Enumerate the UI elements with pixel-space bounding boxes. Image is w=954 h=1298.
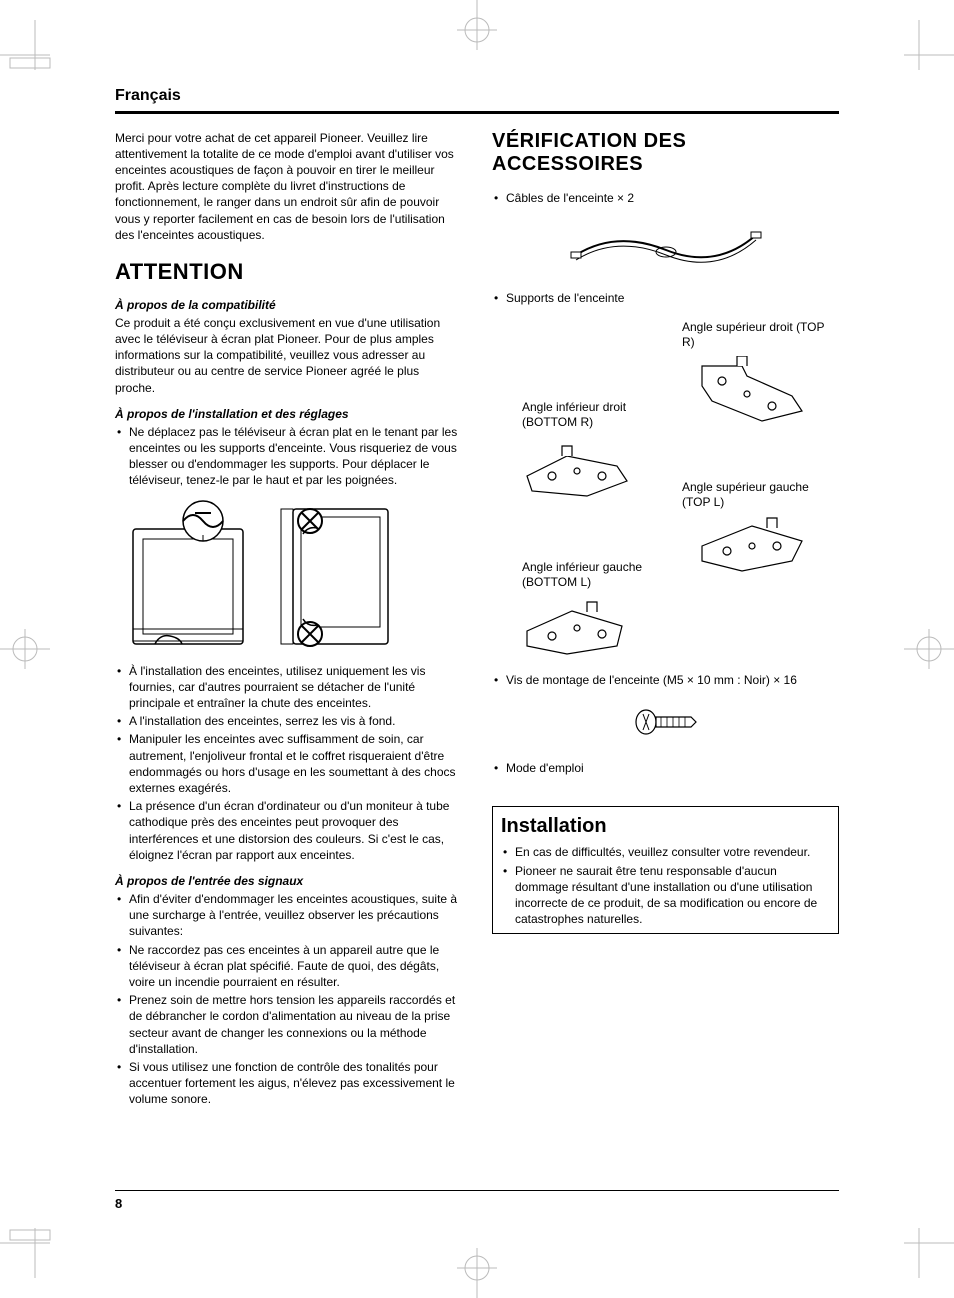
list-item: Manipuler les enceintes avec suffisammen…: [115, 731, 462, 796]
page-number: 8: [115, 1190, 839, 1213]
installation-box: Installation En cas de difficultés, veui…: [492, 806, 839, 934]
bracket-label-top-l: Angle supérieur gauche (TOP L): [682, 480, 837, 510]
compat-subheading: À propos de la compatibilité: [115, 297, 462, 313]
list-item: Si vous utilisez une fonction de contrôl…: [115, 1059, 462, 1108]
list-item: La présence d'un écran d'ordinateur ou d…: [115, 798, 462, 863]
list-item: Mode d'emploi: [492, 760, 839, 776]
list-item: Vis de montage de l'enceinte (M5 × 10 mm…: [492, 672, 839, 688]
crop-mark-tc: [447, 0, 507, 50]
crop-mark-tl: [0, 20, 60, 70]
page-content: Français Merci pour votre achat de cet a…: [115, 85, 839, 1213]
list-item: Prenez soin de mettre hors tension les a…: [115, 992, 462, 1057]
installation-list: En cas de difficultés, veuillez consulte…: [501, 844, 830, 927]
language-heading: Français: [115, 85, 839, 114]
install-adj-list-2: À l'installation des enceintes, utilisez…: [115, 663, 462, 863]
verification-heading: VÉRIFICATION DES ACCESSOIRES: [492, 130, 839, 176]
list-item: A l'installation des enceintes, serrez l…: [115, 713, 462, 729]
list-item: Supports de l'enceinte: [492, 290, 839, 306]
install-adj-list-1: Ne déplacez pas le téléviseur à écran pl…: [115, 424, 462, 489]
list-item: Ne raccordez pas ces enceintes à un appa…: [115, 942, 462, 991]
acc-cables: Câbles de l'enceinte × 2: [492, 190, 839, 206]
right-column: VÉRIFICATION DES ACCESSOIRES Câbles de l…: [492, 130, 839, 1110]
bracket-label-bottom-l: Angle inférieur gauche (BOTTOM L): [522, 560, 682, 590]
crop-mark-bc: [447, 1248, 507, 1298]
bracket-top-l-illustration: [692, 516, 812, 576]
crop-mark-br: [894, 1228, 954, 1278]
list-item: Afin d'éviter d'endommager les enceintes…: [115, 891, 462, 940]
acc-brackets: Supports de l'enceinte: [492, 290, 839, 306]
bracket-bottom-l-illustration: [517, 596, 637, 661]
crop-mark-rc: [904, 624, 954, 674]
crop-mark-tr: [894, 20, 954, 70]
screw-illustration: [631, 702, 701, 742]
compat-text: Ce produit a été conçu exclusivement en …: [115, 315, 462, 396]
bracket-bottom-r-illustration: [517, 436, 637, 506]
list-item: Pioneer ne saurait être tenu responsable…: [501, 863, 830, 928]
installation-heading: Installation: [501, 813, 830, 840]
intro-paragraph: Merci pour votre achat de cet appareil P…: [115, 130, 462, 243]
list-item: En cas de difficultés, veuillez consulte…: [501, 844, 830, 860]
install-adj-subheading: À propos de l'installation et des réglag…: [115, 406, 462, 422]
attention-heading: ATTENTION: [115, 257, 462, 287]
cable-illustration: [566, 220, 766, 270]
bracket-label-top-r: Angle supérieur droit (TOP R): [682, 320, 832, 350]
signals-subheading: À propos de l'entrée des signaux: [115, 873, 462, 889]
crop-mark-lc: [0, 624, 50, 674]
tv-carry-illustrations: [125, 499, 462, 649]
acc-manual: Mode d'emploi: [492, 760, 839, 776]
signals-list: Afin d'éviter d'endommager les enceintes…: [115, 891, 462, 1107]
bracket-top-r-illustration: [692, 356, 812, 426]
left-column: Merci pour votre achat de cet appareil P…: [115, 130, 462, 1110]
bracket-diagram-grid: Angle supérieur droit (TOP R) Angle infé…: [492, 320, 839, 670]
bracket-label-bottom-r: Angle inférieur droit (BOTTOM R): [522, 400, 672, 430]
list-item: Câbles de l'enceinte × 2: [492, 190, 839, 206]
illustration-correct-carry: [125, 499, 255, 649]
list-item: À l'installation des enceintes, utilisez…: [115, 663, 462, 712]
two-column-layout: Merci pour votre achat de cet appareil P…: [115, 130, 839, 1110]
acc-screws: Vis de montage de l'enceinte (M5 × 10 mm…: [492, 672, 839, 688]
crop-mark-bl: [0, 1228, 60, 1278]
illustration-wrong-carry: [275, 499, 405, 649]
list-item: Ne déplacez pas le téléviseur à écran pl…: [115, 424, 462, 489]
